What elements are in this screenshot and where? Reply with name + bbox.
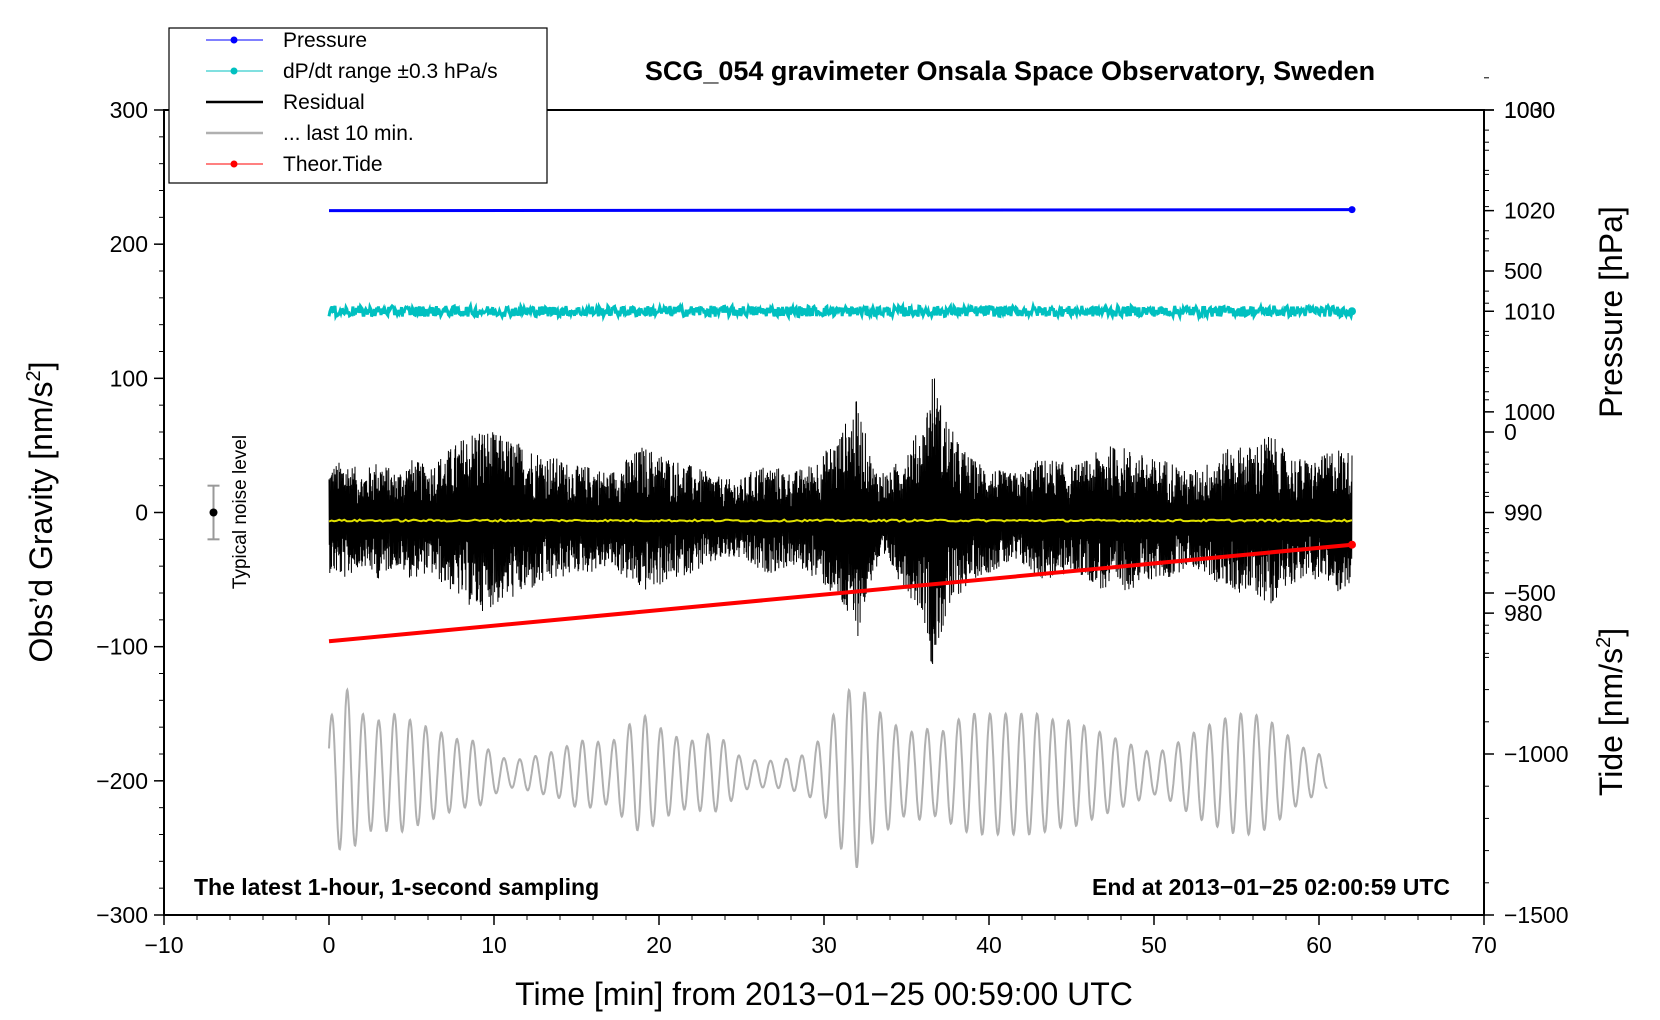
x-tick-label: 30 bbox=[811, 932, 837, 958]
pressure-series bbox=[328, 208, 1353, 213]
legend-box bbox=[168, 27, 548, 184]
residual-series bbox=[328, 378, 1353, 665]
legend-marker bbox=[230, 36, 238, 44]
pressure-end-marker bbox=[1348, 206, 1356, 214]
legend-label: Pressure bbox=[283, 29, 367, 52]
x-axis-title: Time [min] from 2013−01−25 00:59:00 UTC bbox=[515, 976, 1133, 1012]
x-tick-label: 20 bbox=[646, 932, 672, 958]
noise-level-label: Typical noise level bbox=[230, 435, 251, 589]
tide-tick-label: −1000 bbox=[1504, 741, 1569, 767]
dpdt-series bbox=[327, 300, 1354, 323]
legend-label: Residual bbox=[283, 91, 365, 114]
tide-end-marker bbox=[1348, 540, 1356, 549]
y-left-tick-label: 200 bbox=[110, 231, 148, 257]
tide-tick-label: 1000 bbox=[1504, 97, 1555, 123]
y-axis-title-tide-main: Tide [nm/s bbox=[1593, 648, 1629, 796]
x-tick-label: 0 bbox=[323, 932, 336, 958]
y-axis-title-tide-sup: 2 bbox=[1593, 637, 1615, 648]
latest-hour-note: The latest 1-hour, 1-second sampling bbox=[194, 874, 599, 900]
ticks-layer: −10 0 10 20 30 40 50 60 703002001000−100−200−300… bbox=[96, 77, 1569, 958]
y-left-tick-label: −200 bbox=[96, 768, 148, 794]
pressure-tick-label: 1000 bbox=[1504, 399, 1555, 425]
y-axis-title-pressure: Pressure [hPa] bbox=[1593, 206, 1629, 418]
x-tick-label: −10 bbox=[144, 932, 183, 958]
y-left-tick-label: 300 bbox=[110, 97, 148, 123]
tide-tick-label: 500 bbox=[1504, 258, 1542, 284]
tide-tick-label: −500 bbox=[1504, 580, 1556, 606]
noise-indicator bbox=[207, 484, 220, 541]
y-left-tick-label: −100 bbox=[96, 634, 148, 660]
x-tick-label: 10 bbox=[481, 932, 507, 958]
tide-tick-label: 0 bbox=[1504, 419, 1517, 445]
y-axis-title-left: Obs’d Gravity [nm/s2] bbox=[23, 362, 59, 663]
pressure-tick-label: 990 bbox=[1504, 500, 1542, 526]
y-axis-title-left-sup: 2 bbox=[23, 370, 45, 381]
last-10-min-series bbox=[328, 687, 1328, 869]
x-tick-label: 60 bbox=[1306, 932, 1332, 958]
legend-label: Theor.Tide bbox=[283, 153, 383, 176]
y-axis-title-left-main: Obs’d Gravity [nm/s bbox=[23, 382, 59, 663]
y-left-tick-label: −300 bbox=[96, 902, 148, 928]
pressure-tick-label: 1020 bbox=[1504, 198, 1555, 224]
pressure-tick-label: 980 bbox=[1504, 600, 1542, 626]
y-axis-title-tide-end: ] bbox=[1593, 628, 1629, 637]
noise-dot bbox=[209, 508, 218, 517]
pressure-tick-label: 1030 bbox=[1504, 97, 1555, 123]
chart-title: SCG_054 gravimeter Onsala Space Observat… bbox=[645, 56, 1375, 86]
x-tick-label: 50 bbox=[1141, 932, 1167, 958]
end-time-note: End at 2013−01−25 02:00:59 UTC bbox=[1092, 874, 1450, 900]
legend-label: dP/dt range ±0.3 hPa/s bbox=[283, 60, 498, 83]
x-tick-label: 70 bbox=[1471, 932, 1497, 958]
x-tick-label: 40 bbox=[976, 932, 1002, 958]
y-axis-title-tide: Tide [nm/s2] bbox=[1593, 628, 1629, 796]
legend: Pressure dP/dt range ±0.3 hPa/s Residual..… bbox=[168, 27, 548, 184]
legend-marker bbox=[230, 67, 238, 75]
tide-tick-label: −1500 bbox=[1504, 902, 1569, 928]
y-left-tick-label: 100 bbox=[110, 365, 148, 391]
y-axis-title-left-end: ] bbox=[23, 362, 59, 371]
legend-marker bbox=[230, 160, 238, 168]
pressure-tick-label: 1010 bbox=[1504, 298, 1555, 324]
dpdt-end-marker bbox=[1348, 307, 1356, 316]
tide-series bbox=[328, 542, 1353, 644]
data-layer bbox=[327, 206, 1356, 869]
legend-label: ... last 10 min. bbox=[283, 122, 414, 145]
y-left-tick-label: 0 bbox=[135, 500, 148, 526]
residual-mean-series bbox=[328, 518, 1353, 523]
